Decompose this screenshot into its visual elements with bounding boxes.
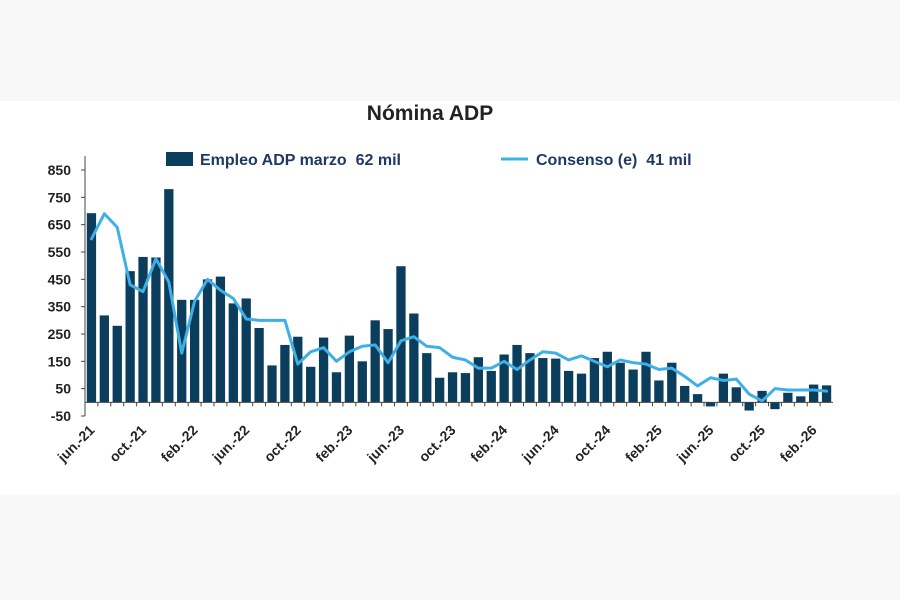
x-tick-label: oct.-22 [261,422,304,465]
bar-ago.-25 [731,387,741,403]
y-axis: -50 50 150 250 350 450 550 650 750 850 [48,156,86,424]
bar-ago.-24 [576,373,587,403]
bar-nov.-23 [460,373,471,403]
bar-sep.-25 [744,402,754,411]
bar-ene.-26 [796,396,806,403]
bar-dic.-23 [473,357,483,403]
bar-may.-23 [383,329,393,403]
bar-sep.-24 [589,358,600,403]
bar-jul.-21 [99,315,109,403]
bar-oct.-23 [447,372,458,403]
bar-dic.-21 [164,189,174,403]
legend: Empleo ADP marzo 62 mil Consenso (e) 41 … [166,152,692,169]
bar-feb.-26 [809,384,819,403]
x-tick-label: oct.-25 [725,422,768,465]
bar-jul.-23 [409,313,419,403]
y-tick-label: 250 [48,326,72,342]
bar-ene.-25 [641,351,651,403]
y-tick-label: 350 [48,299,72,315]
x-tick-label: jun.-22 [208,422,252,466]
x-tick-label: feb.-25 [622,422,665,465]
y-tick-label: -50 [51,408,71,424]
bar-ene.-24 [486,370,496,403]
x-tick-label: feb.-23 [312,422,355,465]
chart-panel: Nómina ADP Empleo ADP marzo 62 mil Conse… [0,101,900,495]
x-tick-label: feb.-26 [777,422,820,465]
y-tick-label: 650 [48,217,72,233]
bar-jun.-24 [551,358,561,403]
bar-feb.-22 [189,299,200,403]
line-series [89,212,829,403]
bar-jul.-24 [563,370,574,403]
bar-mar.-23 [357,361,367,403]
bar-may.-24 [538,358,548,403]
adp-chart: Nómina ADP Empleo ADP marzo 62 mil Conse… [48,102,833,466]
x-tick-label: jun.-25 [673,422,717,466]
legend-swatch-empleo [166,152,193,166]
bar-mar.-24 [512,344,522,403]
y-tick-label: 450 [48,271,72,287]
bar-dic.-22 [318,337,329,403]
bar-ago.-22 [267,365,277,403]
y-tick-label: 50 [55,381,71,397]
bar-jul.-25 [718,373,729,403]
bar-may.-22 [228,303,238,403]
bar-mar.-25 [667,362,677,403]
bar-sep.-23 [435,377,445,403]
bar-oct.-24 [602,351,612,403]
bar-jun.-23 [396,266,406,403]
y-tick-label: 850 [48,162,72,178]
bar-abr.-22 [215,276,226,403]
legend-label-empleo: Empleo ADP marzo 62 mil [200,152,401,169]
bar-jun.-22 [241,298,251,403]
x-tick-label: jun.-24 [518,422,562,466]
x-tick-label: oct.-23 [415,422,458,465]
x-axis: jun.-21 oct.-21 feb.-22 jun.-22 oct.-22 feb.-… [54,401,833,466]
bar-oct.-21 [138,256,148,403]
x-tick-label: feb.-22 [158,422,201,465]
bar-abr.-25 [680,385,690,403]
y-tick-label: 150 [48,353,72,369]
x-tick-label: oct.-24 [570,422,613,465]
bar-jun.-21 [86,213,97,403]
bar-nov.-25 [770,402,780,410]
bar-abr.-24 [525,353,535,403]
bar-jun.-25 [705,402,716,407]
consenso-line [89,212,829,403]
bar-nov.-21 [151,257,161,403]
bar-series [86,189,832,411]
bar-mar.-22 [202,279,213,403]
y-tick-label: 750 [48,189,72,205]
x-tick-label: jun.-21 [54,422,98,466]
bar-nov.-22 [306,366,316,403]
bar-dic.-24 [628,369,638,403]
bar-feb.-24 [499,354,509,403]
x-tick-label: jun.-23 [363,422,407,466]
bar-oct.-22 [293,336,303,403]
y-tick-label: 550 [48,244,72,260]
bar-mar.-26 [821,385,832,403]
bar-ene.-23 [331,372,342,403]
bar-oct.-25 [757,390,767,403]
bar-feb.-25 [654,380,664,403]
bar-nov.-24 [615,362,625,403]
bar-jul.-22 [254,327,264,403]
x-tick-label: feb.-24 [467,422,510,465]
chart-title: Nómina ADP [367,102,493,125]
bar-dic.-25 [783,392,793,403]
bar-abr.-23 [370,320,380,403]
bar-ago.-21 [112,325,122,403]
bar-sep.-21 [125,271,135,403]
bar-sep.-22 [280,344,290,403]
bar-may.-25 [692,394,703,403]
legend-label-consenso: Consenso (e) 41 mil [536,152,692,169]
bar-ago.-23 [422,353,432,403]
x-tick-label: oct.-21 [106,422,149,465]
bar-feb.-23 [344,335,355,403]
